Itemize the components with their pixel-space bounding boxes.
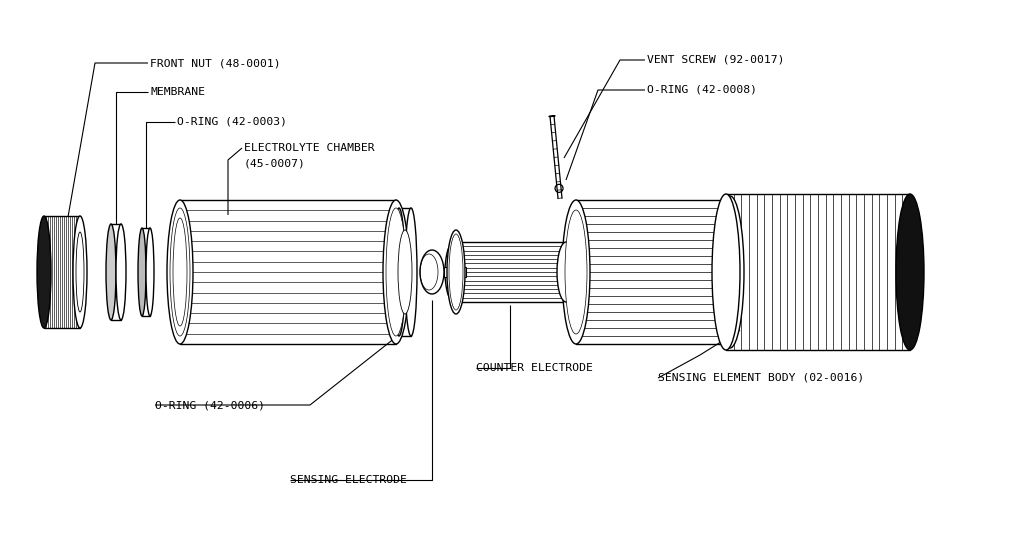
- Ellipse shape: [76, 232, 84, 312]
- Text: O-RING (42-0008): O-RING (42-0008): [647, 85, 757, 95]
- Ellipse shape: [405, 208, 417, 336]
- Ellipse shape: [562, 200, 590, 344]
- Ellipse shape: [171, 208, 190, 336]
- Bar: [399, 208, 411, 336]
- Ellipse shape: [106, 224, 116, 320]
- Ellipse shape: [420, 250, 444, 294]
- Ellipse shape: [445, 242, 463, 302]
- Bar: [726, 194, 910, 350]
- Ellipse shape: [896, 194, 924, 350]
- Text: O-RING (42-0006): O-RING (42-0006): [155, 400, 265, 410]
- Bar: [142, 228, 150, 316]
- Text: (45-0007): (45-0007): [244, 158, 306, 168]
- Ellipse shape: [116, 224, 126, 320]
- Text: SENSING ELEMENT BODY (02-0016): SENSING ELEMENT BODY (02-0016): [658, 373, 864, 383]
- Ellipse shape: [146, 228, 154, 316]
- Text: VENT SCREW (92-0017): VENT SCREW (92-0017): [647, 55, 784, 65]
- Text: O-RING (42-0003): O-RING (42-0003): [177, 117, 287, 127]
- Ellipse shape: [138, 228, 146, 316]
- Polygon shape: [549, 116, 555, 117]
- Bar: [44, 216, 80, 328]
- Bar: [576, 200, 730, 344]
- Ellipse shape: [716, 196, 744, 348]
- Text: MEMBRANE: MEMBRANE: [150, 87, 205, 97]
- Ellipse shape: [72, 216, 87, 328]
- Bar: [111, 224, 121, 320]
- Bar: [454, 242, 566, 302]
- Ellipse shape: [173, 218, 187, 326]
- Text: ELECTROLYTE CHAMBER: ELECTROLYTE CHAMBER: [244, 143, 375, 153]
- Ellipse shape: [386, 208, 406, 336]
- Ellipse shape: [449, 234, 463, 310]
- Text: SENSING ELECTRODE: SENSING ELECTRODE: [290, 475, 407, 485]
- Ellipse shape: [383, 200, 409, 344]
- Ellipse shape: [447, 230, 465, 314]
- Bar: [180, 200, 396, 344]
- Ellipse shape: [393, 208, 405, 336]
- Ellipse shape: [398, 230, 412, 314]
- Text: FRONT NUT (48-0001): FRONT NUT (48-0001): [150, 58, 281, 68]
- Ellipse shape: [712, 194, 740, 350]
- Ellipse shape: [557, 242, 575, 302]
- Ellipse shape: [565, 210, 587, 334]
- Text: COUNTER ELECTRODE: COUNTER ELECTRODE: [476, 363, 593, 373]
- Ellipse shape: [37, 216, 51, 328]
- Bar: [444, 267, 466, 277]
- Ellipse shape: [167, 200, 193, 344]
